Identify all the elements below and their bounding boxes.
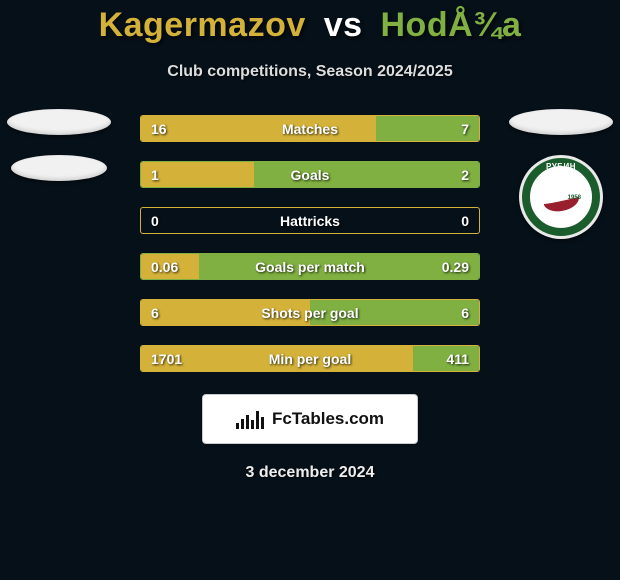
- stat-value-right: 2: [461, 167, 469, 183]
- subtitle: Club competitions, Season 2024/2025: [0, 63, 620, 81]
- stat-label: Shots per goal: [261, 305, 358, 321]
- brand-icon-bar: [246, 415, 249, 429]
- brand-icon-bar: [241, 419, 244, 429]
- stat-bar: 0.06 0.29 Goals per match: [140, 253, 480, 280]
- stat-value-right: 0.29: [442, 259, 469, 275]
- placeholder-ellipse: [11, 155, 107, 181]
- stat-value-right: 0: [461, 213, 469, 229]
- footer-date: 3 december 2024: [0, 464, 620, 482]
- comparison-arena: РУБИН 1958 167Matches12Goals00Hattricks0…: [0, 115, 620, 372]
- stat-label: Hattricks: [280, 213, 340, 229]
- brand-icon-bar: [256, 411, 259, 429]
- page-title: Kagermazov vs HodÅ¾a: [0, 0, 620, 45]
- placeholder-ellipse: [509, 109, 613, 135]
- brand-bars-icon: [236, 409, 264, 429]
- placeholder-ellipse: [7, 109, 111, 135]
- brand-badge: FcTables.com: [202, 394, 418, 444]
- player2-badge-area: РУБИН 1958: [506, 109, 616, 239]
- stat-label: Goals: [291, 167, 330, 183]
- brand-icon-bar: [251, 420, 254, 429]
- stat-label: Matches: [282, 121, 338, 137]
- title-player1: Kagermazov: [99, 6, 306, 44]
- player1-badge-area: [4, 109, 114, 181]
- crest-year: 1958: [568, 195, 581, 201]
- club-crest: РУБИН 1958: [519, 155, 603, 239]
- stat-value-left: 16: [151, 121, 167, 137]
- stat-bars: 16 7 Matches 1 2 Goals 0 0 Hattricks 0.06 0.29 Goal…: [140, 115, 480, 372]
- stat-bar: 1701 411 Min per goal: [140, 345, 480, 372]
- title-vs: vs: [324, 6, 363, 44]
- crest-inner: 1958: [537, 173, 585, 221]
- stat-value-right: 411: [446, 351, 469, 367]
- stat-label: Min per goal: [269, 351, 351, 367]
- bar-fill-right: [254, 162, 479, 187]
- stat-bar: 16 7 Matches: [140, 115, 480, 142]
- bar-fill-left: [141, 116, 376, 141]
- stat-label: Goals per match: [255, 259, 365, 275]
- stat-value-right: 6: [461, 305, 469, 321]
- brand-icon-bar: [236, 423, 239, 429]
- brand-icon-bar: [261, 417, 264, 429]
- brand-text: FcTables.com: [272, 409, 384, 429]
- stat-value-left: 0.06: [151, 259, 178, 275]
- stat-value-left: 0: [151, 213, 159, 229]
- stat-value-left: 1: [151, 167, 159, 183]
- stat-bar: 6 6 Shots per goal: [140, 299, 480, 326]
- stat-bar: 1 2 Goals: [140, 161, 480, 188]
- stat-value-left: 6: [151, 305, 159, 321]
- crest-top-text: РУБИН: [519, 162, 603, 171]
- stat-value-right: 7: [461, 121, 469, 137]
- stat-bar: 0 0 Hattricks: [140, 207, 480, 234]
- stat-value-left: 1701: [151, 351, 182, 367]
- title-player2: HodÅ¾a: [381, 6, 522, 44]
